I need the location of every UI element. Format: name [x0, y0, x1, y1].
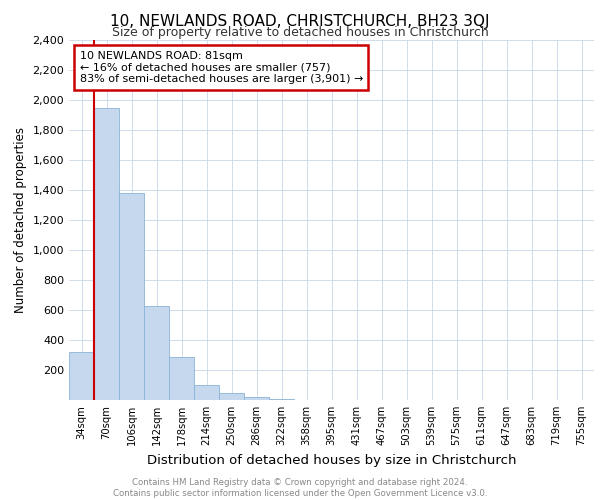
Bar [244, 397, 269, 400]
Bar [219, 393, 244, 400]
Bar [144, 306, 169, 400]
Bar [269, 398, 294, 400]
Bar [94, 108, 119, 400]
Bar [169, 357, 194, 400]
Bar [119, 193, 144, 400]
Text: 10, NEWLANDS ROAD, CHRISTCHURCH, BH23 3QJ: 10, NEWLANDS ROAD, CHRISTCHURCH, BH23 3Q… [110, 14, 490, 29]
Bar [69, 352, 94, 400]
Text: Size of property relative to detached houses in Christchurch: Size of property relative to detached ho… [112, 26, 488, 39]
Text: Contains HM Land Registry data © Crown copyright and database right 2024.
Contai: Contains HM Land Registry data © Crown c… [113, 478, 487, 498]
Bar [194, 385, 219, 400]
Y-axis label: Number of detached properties: Number of detached properties [14, 127, 27, 313]
Text: 10 NEWLANDS ROAD: 81sqm
← 16% of detached houses are smaller (757)
83% of semi-d: 10 NEWLANDS ROAD: 81sqm ← 16% of detache… [79, 51, 363, 84]
X-axis label: Distribution of detached houses by size in Christchurch: Distribution of detached houses by size … [147, 454, 516, 466]
